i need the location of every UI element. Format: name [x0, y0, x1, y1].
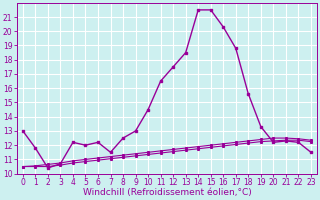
X-axis label: Windchill (Refroidissement éolien,°C): Windchill (Refroidissement éolien,°C)	[83, 188, 251, 197]
